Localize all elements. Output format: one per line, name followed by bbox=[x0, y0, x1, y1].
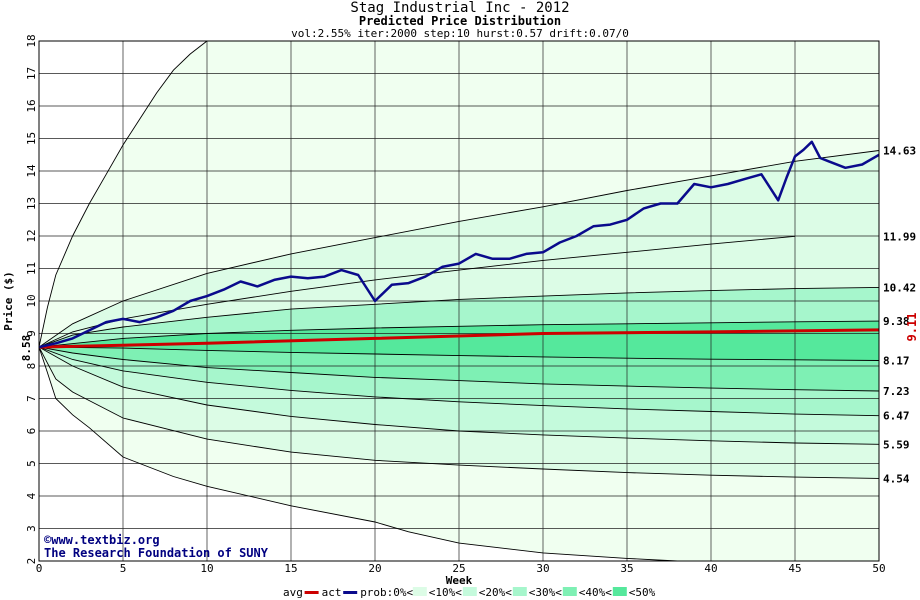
right-value-label: 9.38 bbox=[883, 315, 910, 328]
y-tick-label: 18 bbox=[25, 34, 38, 47]
legend-band-swatch bbox=[412, 587, 427, 596]
right-value-label: 5.59 bbox=[883, 438, 910, 451]
x-tick-label: 45 bbox=[788, 562, 801, 575]
chart-title: Stag Industrial Inc - 2012 bbox=[350, 0, 570, 16]
actual-price-line bbox=[38, 140, 880, 349]
y-tick-label: 4 bbox=[25, 492, 38, 499]
x-tick-label: 15 bbox=[284, 562, 297, 575]
chart-subtitle: Predicted Price Distribution bbox=[358, 14, 562, 28]
y-tick-label: 7 bbox=[25, 395, 38, 402]
legend-band-swatch bbox=[612, 587, 627, 596]
legend-item-label: <50% bbox=[629, 586, 656, 599]
right-value-label: 7.23 bbox=[883, 385, 910, 398]
y-tick-label: 13 bbox=[25, 197, 38, 210]
legend-item-label: <30%< bbox=[529, 586, 562, 599]
data-series bbox=[38, 140, 880, 349]
legend-item-label: <40%< bbox=[579, 586, 612, 599]
y-tick-label: 3 bbox=[25, 525, 38, 532]
legend-avg-swatch bbox=[304, 591, 319, 594]
watermark-site: ©www.textbiz.org bbox=[44, 533, 160, 547]
y-tick-label: 2 bbox=[25, 558, 38, 565]
y-tick-label: 5 bbox=[25, 460, 38, 467]
y-tick-label: 14 bbox=[25, 164, 38, 178]
legend-item-label: <20%< bbox=[479, 586, 512, 599]
x-tick-label: 10 bbox=[200, 562, 213, 575]
copyright-icon: © bbox=[44, 533, 52, 547]
band-curve-lower-1 bbox=[38, 346, 880, 392]
band-curve-mid-lower bbox=[38, 346, 880, 361]
band-curve-outer-upper bbox=[38, 40, 208, 348]
y-axis-label: Price ($) bbox=[2, 271, 15, 331]
y-tick-label: 15 bbox=[25, 132, 38, 145]
x-tick-label: 25 bbox=[452, 562, 465, 575]
x-tick-label: 0 bbox=[36, 562, 43, 575]
legend: avg act prob:0%< <10%< <20%< <30%< <40%< <50% bbox=[283, 586, 656, 599]
x-tick-label: 5 bbox=[120, 562, 127, 575]
y-tick-label: 10 bbox=[25, 294, 38, 307]
legend-band-swatch bbox=[562, 587, 577, 596]
legend-item-label: <10%< bbox=[429, 586, 462, 599]
end-price-label: 9.11 bbox=[905, 313, 919, 342]
band-curve-upper-3 bbox=[38, 150, 880, 348]
x-tick-label: 40 bbox=[704, 562, 717, 575]
legend-item-label: act bbox=[322, 586, 342, 599]
x-axis-label: Week bbox=[446, 574, 473, 587]
band-curves bbox=[38, 40, 880, 562]
legend-band-swatch bbox=[462, 587, 477, 596]
y-tick-label: 6 bbox=[25, 428, 38, 435]
x-tick-label: 50 bbox=[872, 562, 885, 575]
band-curve-upper-1 bbox=[38, 286, 880, 348]
legend-item-label: avg bbox=[283, 586, 303, 599]
right-value-label: 14.63 bbox=[883, 145, 916, 158]
watermark-org: The Research Foundation of SUNY bbox=[44, 546, 268, 560]
x-axis-ticks: 0 5 10 15 20 25 30 35 40 45 50 bbox=[36, 562, 886, 575]
y-tick-label: 11 bbox=[25, 262, 38, 275]
right-value-label: 4.54 bbox=[883, 472, 910, 485]
y-axis-ticks: 2 3 4 5 6 7 8 9 10 11 12 13 14 15 16 17 18 bbox=[25, 34, 38, 564]
right-value-label: 8.17 bbox=[883, 354, 910, 367]
chart-parameters: vol:2.55% iter:2000 step:10 hurst:0.57 d… bbox=[291, 27, 629, 40]
right-value-labels: 14.63 11.99 10.42 9.38 8.17 7.23 6.47 5.59 4.54 bbox=[883, 145, 916, 486]
y-tick-label: 17 bbox=[25, 67, 38, 80]
right-value-label: 10.42 bbox=[883, 281, 916, 294]
average-price-line bbox=[38, 328, 880, 349]
y-tick-label: 16 bbox=[25, 99, 38, 112]
legend-act-swatch bbox=[343, 591, 358, 594]
x-tick-label: 35 bbox=[620, 562, 633, 575]
band-curve-lower-2 bbox=[38, 346, 880, 417]
plot-frame bbox=[38, 40, 880, 562]
y-tick-label: 8 bbox=[25, 363, 38, 370]
right-value-label: 11.99 bbox=[883, 230, 916, 243]
band-curve-mid-upper bbox=[38, 320, 880, 348]
legend-band-swatch bbox=[512, 587, 527, 596]
band-curve-outer-lower bbox=[38, 346, 678, 562]
x-tick-label: 20 bbox=[368, 562, 381, 575]
band-curve-lower-4 bbox=[38, 346, 880, 479]
start-price-label: 8.58 bbox=[20, 335, 33, 362]
y-tick-label: 12 bbox=[25, 229, 38, 242]
legend-item-label: prob:0%< bbox=[360, 586, 413, 599]
x-tick-label: 30 bbox=[536, 562, 549, 575]
right-value-label: 6.47 bbox=[883, 410, 910, 423]
y-tick-label: 9 bbox=[25, 330, 38, 337]
band-curve-lower-3 bbox=[38, 346, 880, 445]
watermark-site-text: www.textbiz.org bbox=[51, 533, 160, 547]
